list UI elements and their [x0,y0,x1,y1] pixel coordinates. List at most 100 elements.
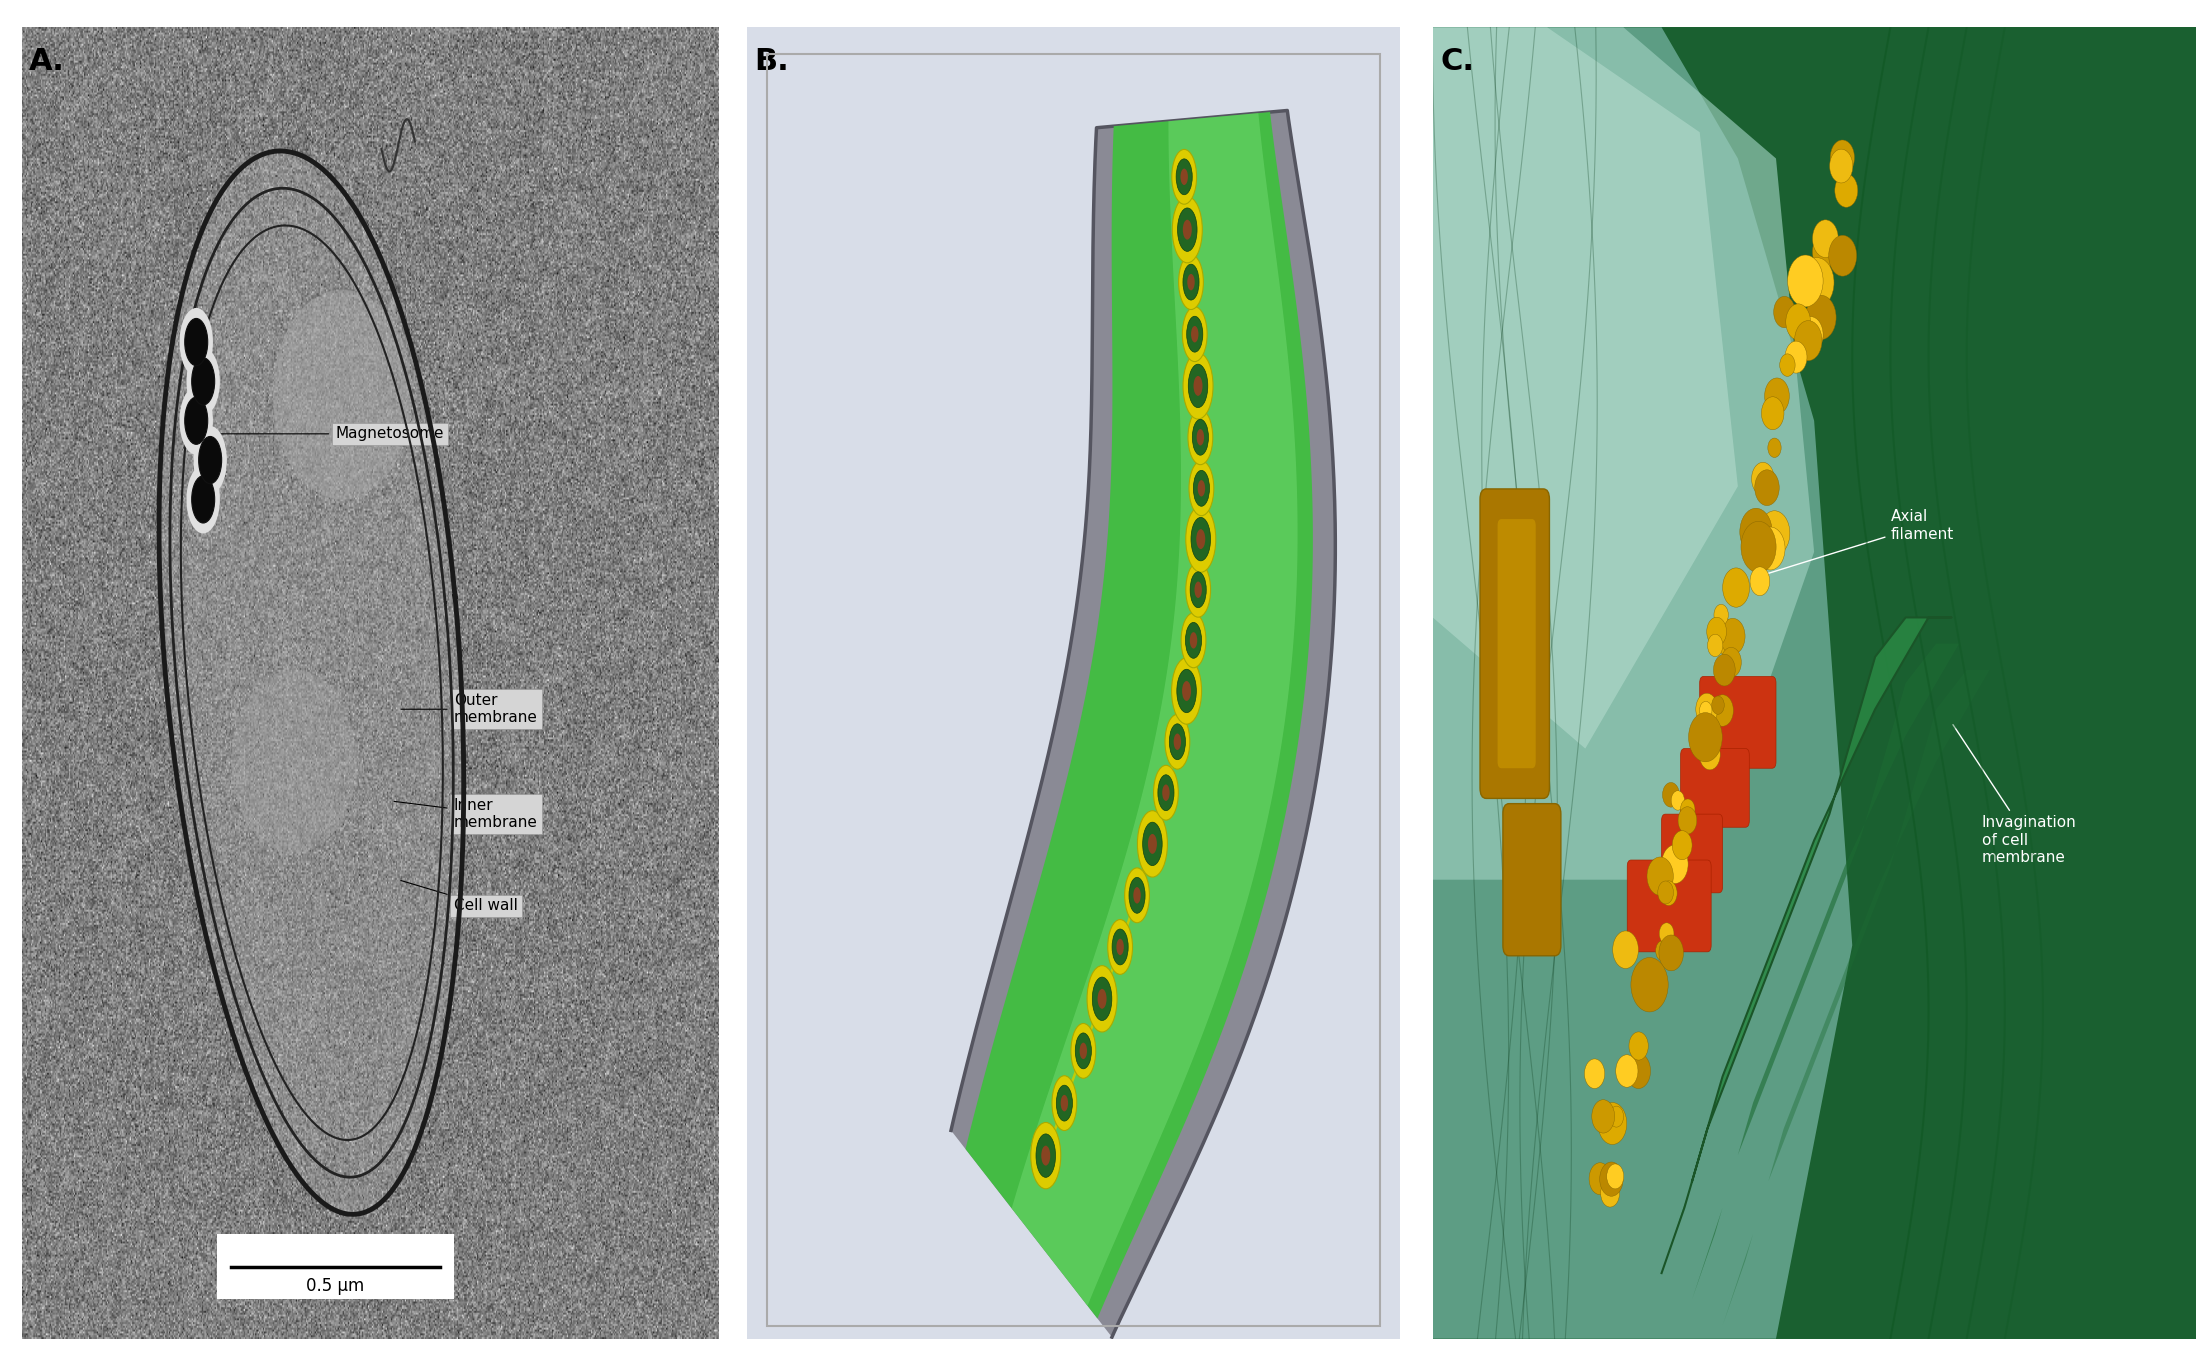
Text: Magnetosome: Magnetosome [219,426,444,441]
Ellipse shape [1183,307,1207,362]
Ellipse shape [1716,619,1740,656]
Ellipse shape [1194,376,1203,396]
Ellipse shape [1172,658,1201,724]
Ellipse shape [1190,632,1196,649]
Ellipse shape [192,475,214,523]
Ellipse shape [1599,1102,1627,1145]
Ellipse shape [1041,1146,1050,1165]
Ellipse shape [1192,518,1209,561]
Text: Inner
membrane: Inner membrane [394,798,537,831]
Polygon shape [1722,669,2012,1325]
Ellipse shape [1740,522,1775,572]
Ellipse shape [1190,460,1214,516]
Ellipse shape [1795,321,1822,361]
Ellipse shape [1176,158,1192,195]
FancyBboxPatch shape [1700,676,1775,768]
Ellipse shape [1798,317,1824,352]
Ellipse shape [1714,654,1736,686]
Ellipse shape [1751,525,1767,549]
Ellipse shape [1632,958,1667,1012]
Ellipse shape [1751,462,1773,496]
Ellipse shape [1159,775,1174,810]
Ellipse shape [1061,1096,1068,1112]
Ellipse shape [186,398,208,444]
Ellipse shape [186,347,219,415]
FancyBboxPatch shape [1663,814,1722,893]
Ellipse shape [1092,977,1112,1020]
Ellipse shape [272,290,411,500]
Text: Axial
filament: Axial filament [1756,510,1955,578]
Ellipse shape [1108,919,1132,974]
Ellipse shape [1174,734,1181,750]
Ellipse shape [1185,505,1216,572]
Text: 0.5 μm: 0.5 μm [307,1277,365,1295]
Ellipse shape [1181,168,1187,184]
Ellipse shape [1720,619,1744,654]
Ellipse shape [232,669,356,854]
Ellipse shape [1165,714,1190,769]
Ellipse shape [1700,701,1711,720]
Ellipse shape [1187,410,1214,464]
Ellipse shape [1656,941,1669,960]
Ellipse shape [1806,295,1835,340]
Polygon shape [1663,617,1952,1273]
Ellipse shape [1196,529,1205,549]
Ellipse shape [1176,669,1196,713]
Ellipse shape [1773,296,1795,328]
Ellipse shape [1658,923,1674,944]
Bar [217,1233,453,1299]
Ellipse shape [1722,568,1749,608]
Ellipse shape [1097,989,1106,1008]
Text: Invagination
of cell
membrane: Invagination of cell membrane [1952,724,2076,865]
Ellipse shape [1190,572,1207,608]
Ellipse shape [1800,258,1833,307]
Ellipse shape [1610,1106,1623,1127]
Ellipse shape [1185,563,1212,617]
Ellipse shape [192,426,228,494]
Ellipse shape [1136,811,1167,877]
Ellipse shape [1607,1164,1623,1188]
Ellipse shape [1070,1023,1097,1078]
FancyBboxPatch shape [1627,861,1711,952]
Ellipse shape [1187,317,1203,352]
Ellipse shape [1769,438,1782,458]
Ellipse shape [186,466,219,534]
Polygon shape [1013,113,1298,1306]
FancyBboxPatch shape [1479,489,1550,798]
FancyBboxPatch shape [1680,749,1749,828]
Ellipse shape [1627,1053,1649,1089]
Polygon shape [1433,27,1813,880]
Ellipse shape [1663,783,1680,807]
Ellipse shape [1198,479,1205,496]
Ellipse shape [1689,713,1722,762]
Ellipse shape [1079,1042,1088,1059]
Ellipse shape [1707,634,1722,657]
Text: C.: C. [1439,46,1475,76]
Ellipse shape [1030,1123,1061,1188]
Text: B.: B. [754,46,789,76]
Polygon shape [1433,27,1853,1339]
Ellipse shape [1183,352,1214,419]
Ellipse shape [1700,739,1720,770]
Ellipse shape [1178,208,1196,251]
Ellipse shape [1192,326,1198,343]
Ellipse shape [1187,275,1194,291]
Ellipse shape [1130,877,1145,914]
Text: Cell wall: Cell wall [400,881,517,914]
Ellipse shape [1831,139,1855,175]
Ellipse shape [1680,799,1696,820]
FancyBboxPatch shape [1503,803,1561,956]
Ellipse shape [1672,791,1685,810]
Ellipse shape [1751,567,1769,596]
Ellipse shape [1154,765,1178,820]
Ellipse shape [1786,303,1811,340]
Ellipse shape [1835,173,1857,208]
Ellipse shape [1172,197,1203,262]
Ellipse shape [1647,856,1674,896]
Ellipse shape [1057,1085,1072,1121]
Polygon shape [159,152,464,1214]
Ellipse shape [1601,1179,1618,1208]
Ellipse shape [192,358,214,404]
Ellipse shape [1764,378,1789,414]
Ellipse shape [1185,623,1201,658]
